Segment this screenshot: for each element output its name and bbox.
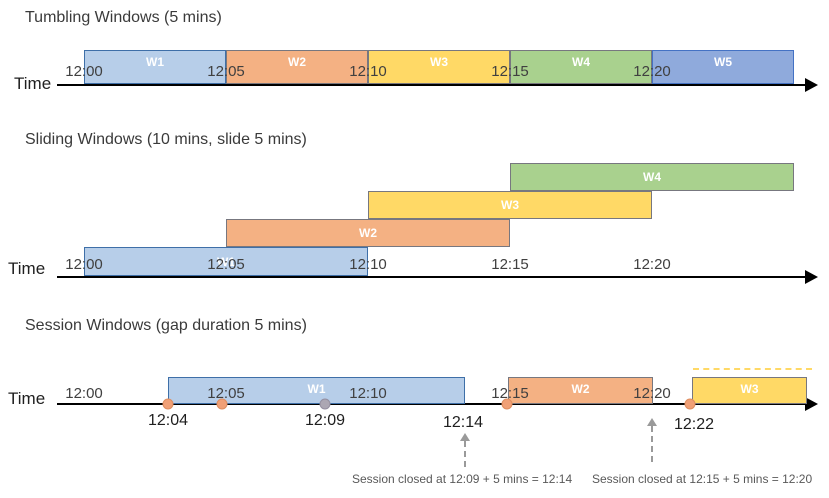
- tumbling-window-w2: W2: [226, 50, 368, 84]
- event-dot-12-04: [162, 398, 174, 410]
- event-dot-2: [216, 398, 228, 410]
- sliding-tick-12-15: 12:15: [491, 256, 529, 273]
- sliding-window-w1: W1: [84, 247, 368, 276]
- window-label: W1: [146, 55, 164, 69]
- sliding-window-w4: W4: [510, 163, 794, 191]
- sliding-time-axis-label: Time: [8, 259, 46, 278]
- window-label: W4: [643, 170, 661, 184]
- sliding-tick-12-10: 12:10: [349, 256, 387, 273]
- sliding-window-w2: W2: [226, 219, 510, 247]
- sliding-axis-arrowhead: [805, 270, 818, 284]
- event-time-label-12-09: 12:09: [304, 412, 346, 429]
- event-time-label-12-22: 12:22: [673, 416, 715, 433]
- window-label: W2: [571, 382, 590, 396]
- tumbling-time-axis-label: Time: [14, 74, 52, 93]
- session-section-title: Session Windows (gap duration 5 mins): [25, 317, 307, 334]
- window-label: W2: [288, 55, 306, 69]
- session-tick-12-20: 12:20: [633, 385, 671, 402]
- window-label: W1: [307, 382, 326, 396]
- sliding-tick-12-05: 12:05: [207, 256, 245, 273]
- session-window-w3: W3: [692, 377, 807, 404]
- tumbling-tick-12-00: 12:00: [65, 63, 103, 80]
- tumbling-tick-12-15: 12:15: [491, 63, 529, 80]
- session-window-w2: W2: [508, 377, 653, 404]
- session-axis-arrowhead: [805, 397, 818, 411]
- tumbling-time-axis: [57, 84, 806, 86]
- session-time-axis: [57, 403, 806, 405]
- tumbling-section-title: Tumbling Windows (5 mins): [25, 9, 222, 26]
- tumbling-window-w3: W3: [368, 50, 510, 84]
- tumbling-axis-arrowhead: [805, 78, 818, 92]
- sliding-tick-12-00: 12:00: [65, 256, 103, 273]
- tumbling-tick-12-10: 12:10: [349, 63, 387, 80]
- session-w3-still-open-dashed-line: [693, 368, 812, 370]
- session-time-axis-label: Time: [8, 389, 46, 408]
- session-closed-arrow-2: [651, 426, 653, 462]
- session-tick-12-15: 12:15: [491, 385, 529, 402]
- tumbling-window-w1: W1: [84, 50, 226, 84]
- session-tick-12-00: 12:00: [65, 385, 103, 402]
- session-closed-annotation-2: Session closed at 12:15 + 5 mins = 12:20: [592, 472, 813, 486]
- window-label: W1: [217, 254, 235, 269]
- session-tick-12-10: 12:10: [349, 385, 387, 402]
- window-label: W2: [359, 226, 377, 240]
- event-time-label-12-04: 12:04: [147, 412, 189, 429]
- session-closed-arrowhead-2: [647, 418, 657, 426]
- event-dot-12-09: [319, 398, 331, 410]
- window-label: W4: [572, 55, 590, 69]
- sliding-tick-12-20: 12:20: [633, 256, 671, 273]
- sliding-section-title: Sliding Windows (10 mins, slide 5 mins): [25, 131, 307, 148]
- session-tick-12-05: 12:05: [207, 385, 245, 402]
- event-dot-12-22: [684, 398, 696, 410]
- window-label: W5: [714, 55, 732, 69]
- tumbling-tick-12-20: 12:20: [633, 63, 671, 80]
- sliding-time-axis: [57, 276, 806, 278]
- session-closed-arrowhead-1: [460, 433, 470, 441]
- tumbling-window-w5: W5: [652, 50, 794, 84]
- event-time-label-12-14: 12:14: [442, 414, 484, 431]
- event-dot-12-15: [501, 398, 513, 410]
- window-label: W3: [740, 382, 759, 396]
- session-closed-annotation-1: Session closed at 12:09 + 5 mins = 12:14: [352, 472, 573, 486]
- session-closed-arrow-1: [464, 441, 466, 467]
- sliding-window-w3: W3: [368, 191, 652, 219]
- window-label: W3: [430, 55, 448, 69]
- tumbling-window-w4: W4: [510, 50, 652, 84]
- tumbling-tick-12-05: 12:05: [207, 63, 245, 80]
- window-label: W3: [501, 198, 519, 212]
